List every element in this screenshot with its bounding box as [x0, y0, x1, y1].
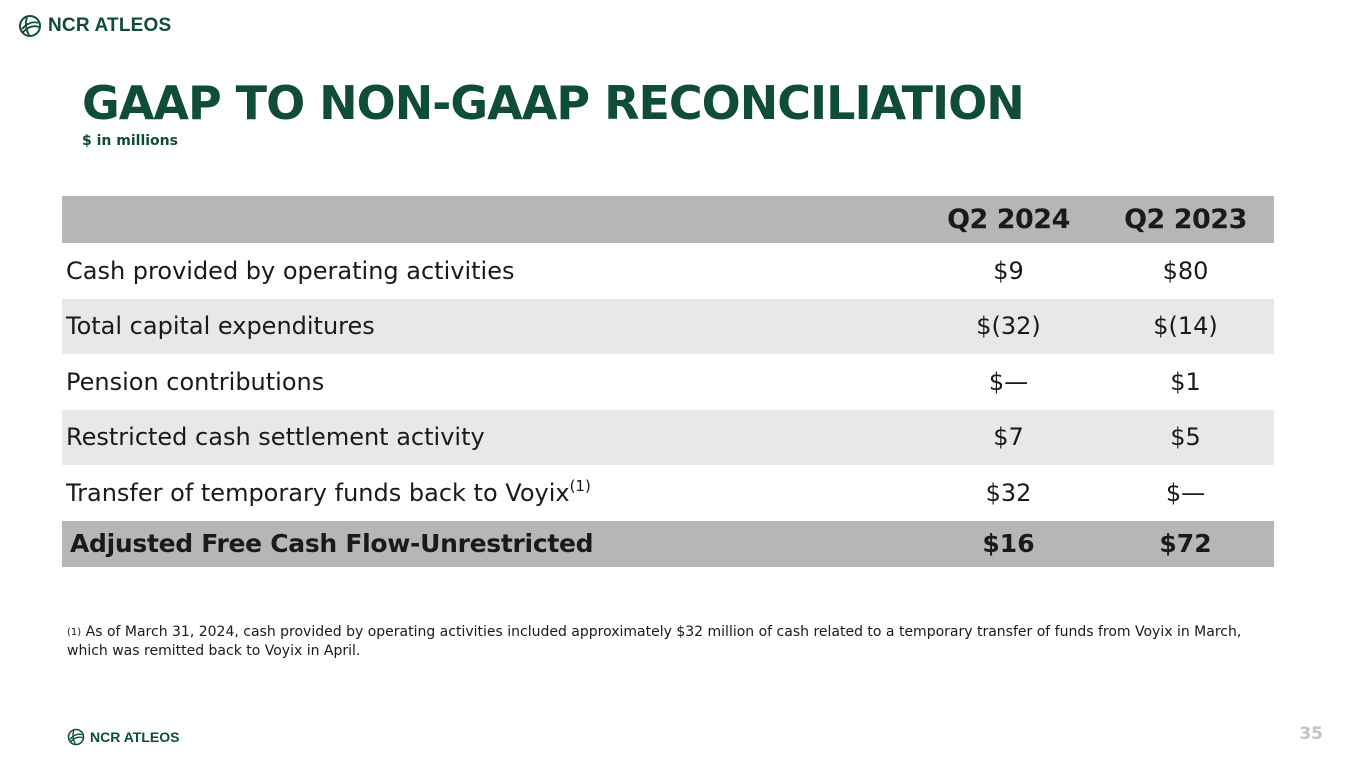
total-row: Adjusted Free Cash Flow-Unrestricted $16… [62, 520, 1274, 567]
total-value-q2-2024: $16 [982, 529, 1035, 558]
row-value-q2-2023: $1 [1170, 367, 1201, 396]
row-label: Total capital expenditures [66, 312, 375, 341]
footnote-text: As of March 31, 2024, cash provided by o… [67, 624, 1242, 659]
row-label: Restricted cash settlement activity [66, 423, 485, 452]
page-subtitle: $ in millions [82, 133, 178, 149]
row-value-q2-2024: $32 [985, 478, 1032, 507]
row-value-q2-2024: $9 [993, 256, 1024, 285]
total-value-q2-2023: $72 [1159, 529, 1212, 558]
globe-icon [67, 728, 85, 746]
row-value-q2-2023: $(14) [1153, 312, 1218, 341]
table-row: Cash provided by operating activities $9… [62, 243, 1274, 299]
total-label: Adjusted Free Cash Flow-Unrestricted [70, 529, 594, 558]
footnote-marker: (1) [569, 476, 591, 495]
page-number: 35 [1299, 724, 1323, 744]
column-header-q2-2023: Q2 2023 [1124, 204, 1247, 235]
page-title: GAAP TO NON-GAAP RECONCILIATION [82, 76, 1025, 130]
footnote-marker: (1) [67, 627, 82, 638]
globe-icon [19, 15, 41, 37]
brand-name-footer: NCR ATLEOS [90, 729, 180, 745]
row-value-q2-2023: $5 [1170, 423, 1201, 452]
column-header-q2-2024: Q2 2024 [947, 204, 1070, 235]
row-label: Transfer of temporary funds back to Voyi… [66, 476, 591, 507]
table-row: Pension contributions $— $1 [62, 354, 1274, 410]
row-value-q2-2023: $80 [1162, 256, 1209, 285]
row-value-q2-2024: $— [988, 367, 1029, 396]
row-label: Pension contributions [66, 367, 325, 396]
row-value-q2-2024: $7 [993, 423, 1024, 452]
brand-logo-bottom: NCR ATLEOS [67, 728, 179, 746]
column-header-label [62, 196, 920, 243]
row-value-q2-2024: $(32) [976, 312, 1041, 341]
brand-name: NCR ATLEOS [48, 15, 172, 36]
table-header-row: Q2 2024 Q2 2023 [62, 196, 1274, 243]
row-label: Cash provided by operating activities [66, 256, 515, 285]
brand-logo-top: NCR ATLEOS [18, 14, 171, 38]
reconciliation-table: Q2 2024 Q2 2023 Cash provided by operati… [62, 196, 1274, 567]
row-value-q2-2023: $— [1165, 478, 1206, 507]
table-row: Restricted cash settlement activity $7 $… [62, 409, 1274, 465]
footnote: (1) As of March 31, 2024, cash provided … [67, 623, 1267, 661]
table-row: Transfer of temporary funds back to Voyi… [62, 465, 1274, 521]
table-row: Total capital expenditures $(32) $(14) [62, 298, 1274, 354]
